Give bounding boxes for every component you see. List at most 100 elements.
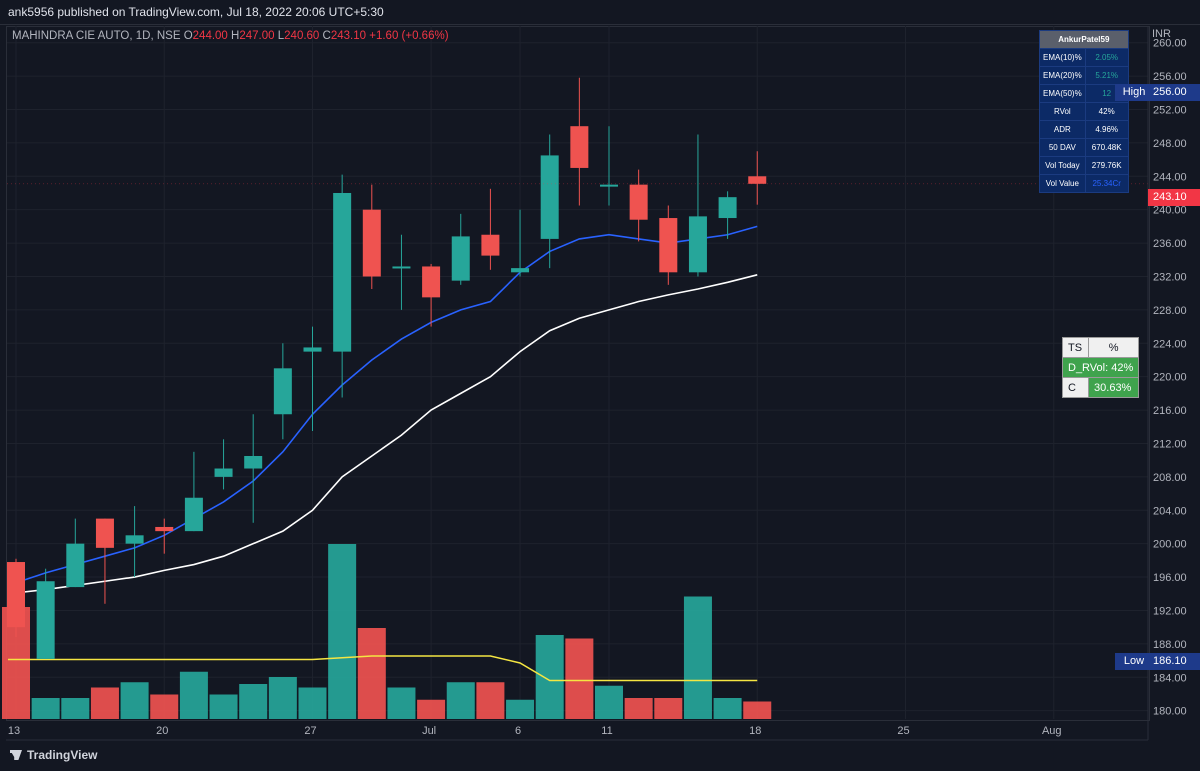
high-tag-label: High — [1115, 84, 1153, 101]
candle-body — [362, 209, 381, 277]
stats-row: RVol 42% — [1039, 102, 1129, 121]
candle-body — [7, 562, 25, 628]
y-tick-label: 196.00 — [1153, 572, 1187, 584]
stats-row: EMA(20)% 5.21% — [1039, 66, 1129, 85]
volume-bar — [654, 698, 683, 719]
candle-body — [659, 218, 678, 273]
tradingview-logo-icon — [10, 750, 22, 760]
stats-row-label: 50 DAV — [1039, 138, 1086, 157]
candle-body — [688, 216, 707, 273]
d-rvol-cell: D_RVol: 42% — [1061, 357, 1140, 378]
volume-bar — [506, 699, 535, 719]
y-tick-label: 204.00 — [1153, 505, 1187, 517]
candle-body — [155, 526, 174, 532]
x-tick-label: 25 — [897, 725, 909, 737]
open-value: 244.00 — [192, 30, 228, 42]
volume-bar — [565, 638, 594, 719]
candle-body — [748, 176, 767, 184]
candle-body — [629, 184, 648, 220]
tradingview-brand[interactable]: TradingView — [10, 748, 97, 762]
candle-body — [422, 266, 441, 298]
volume-bar — [683, 596, 712, 719]
x-tick-label: 11 — [601, 725, 612, 737]
volume-bar — [209, 694, 238, 719]
ts-table: TS % D_RVol: 42% C 30.63% — [1061, 337, 1140, 398]
low-label: L — [277, 30, 285, 42]
stats-row-label: ADR — [1039, 120, 1086, 139]
stats-row-value: 279.76K — [1084, 156, 1129, 175]
candle-body — [481, 234, 500, 256]
stats-row-label: EMA(50)% — [1039, 84, 1086, 103]
open-label: O — [183, 30, 193, 42]
volume-bar — [120, 682, 149, 719]
volume-bar — [713, 698, 742, 719]
x-tick-label: 18 — [749, 725, 761, 737]
volume-bar — [476, 682, 505, 719]
candle-body — [184, 497, 203, 532]
volume-bar — [387, 687, 416, 719]
candle-body — [214, 468, 233, 477]
volume-bar — [61, 698, 90, 719]
candle-body — [273, 368, 292, 415]
volume-bar — [328, 544, 357, 719]
volume-bar — [150, 694, 179, 719]
high-tag-value: 256.00 — [1148, 84, 1200, 101]
ohlc-legend: MAHINDRA CIE AUTO, 1D, NSE O244.00 H247.… — [12, 30, 449, 42]
c-label: C — [1061, 377, 1090, 398]
candle-body — [125, 535, 144, 544]
y-tick-label: 212.00 — [1153, 438, 1187, 450]
volume-ma-line — [8, 655, 758, 682]
low-tag-label: Low — [1115, 653, 1153, 670]
published-text: ank5956 published on TradingView.com, Ju… — [8, 5, 384, 19]
x-tick-label: Jul — [422, 725, 436, 737]
stats-row: ADR 4.96% — [1039, 120, 1129, 139]
y-tick-label: 180.00 — [1153, 706, 1187, 718]
volume-bar — [268, 677, 297, 719]
symbol-label[interactable]: MAHINDRA CIE AUTO, 1D, NSE — [12, 30, 181, 42]
stats-row-value: 25.34Cr — [1084, 174, 1129, 193]
y-tick-label: 200.00 — [1153, 539, 1187, 551]
x-tick-label: Aug — [1042, 725, 1062, 737]
low-tag-value: 186.10 — [1148, 653, 1200, 670]
stats-row-value: 670.48K — [1084, 138, 1129, 157]
candle-body — [451, 236, 470, 281]
volume-bar — [595, 685, 623, 719]
stats-row-value: 42% — [1084, 102, 1129, 121]
currency-label[interactable]: INR — [1152, 28, 1171, 40]
candle-body — [303, 347, 322, 352]
candle-body — [333, 192, 352, 352]
y-tick-label: 220.00 — [1153, 372, 1187, 384]
close-label: C — [322, 30, 331, 42]
change-value: +1.60 (+0.66%) — [369, 30, 449, 42]
stats-row-label: Vol Today — [1039, 156, 1086, 175]
volume-bar — [31, 698, 60, 719]
y-tick-label: 240.00 — [1153, 205, 1187, 217]
y-tick-label: 184.00 — [1153, 672, 1187, 684]
candle-body — [36, 581, 55, 659]
ts-percent-header: % — [1088, 337, 1140, 358]
candle-body — [66, 543, 85, 588]
stats-row-label: Vol Value — [1039, 174, 1086, 193]
volume-bar — [357, 628, 386, 719]
stats-title: AnkurPatel59 — [1039, 30, 1129, 49]
volume-bar — [90, 687, 119, 719]
candle-body — [95, 518, 114, 548]
volume-bar — [624, 698, 653, 719]
volume-bar — [417, 699, 446, 719]
volume-bar — [535, 635, 564, 719]
candle-body — [570, 126, 589, 168]
high-label: H — [231, 30, 240, 42]
brand-text: TradingView — [27, 748, 98, 762]
stats-row-value: 2.05% — [1084, 48, 1129, 67]
stats-row: Vol Today 279.76K — [1039, 156, 1129, 175]
ema-slow-line — [7, 274, 758, 595]
c-value: 30.63% — [1088, 377, 1140, 398]
high-value: 247.00 — [239, 30, 275, 42]
stats-table: AnkurPatel59 EMA(10)% 2.05% EMA(20)% 5.21% E… — [1039, 30, 1129, 193]
stats-row-value: 5.21% — [1084, 66, 1129, 85]
publisher-bar: ank5956 published on TradingView.com, Ju… — [0, 0, 1200, 25]
stats-row-label: EMA(10)% — [1039, 48, 1086, 67]
y-tick-label: 236.00 — [1153, 238, 1187, 250]
y-tick-label: 228.00 — [1153, 305, 1187, 317]
